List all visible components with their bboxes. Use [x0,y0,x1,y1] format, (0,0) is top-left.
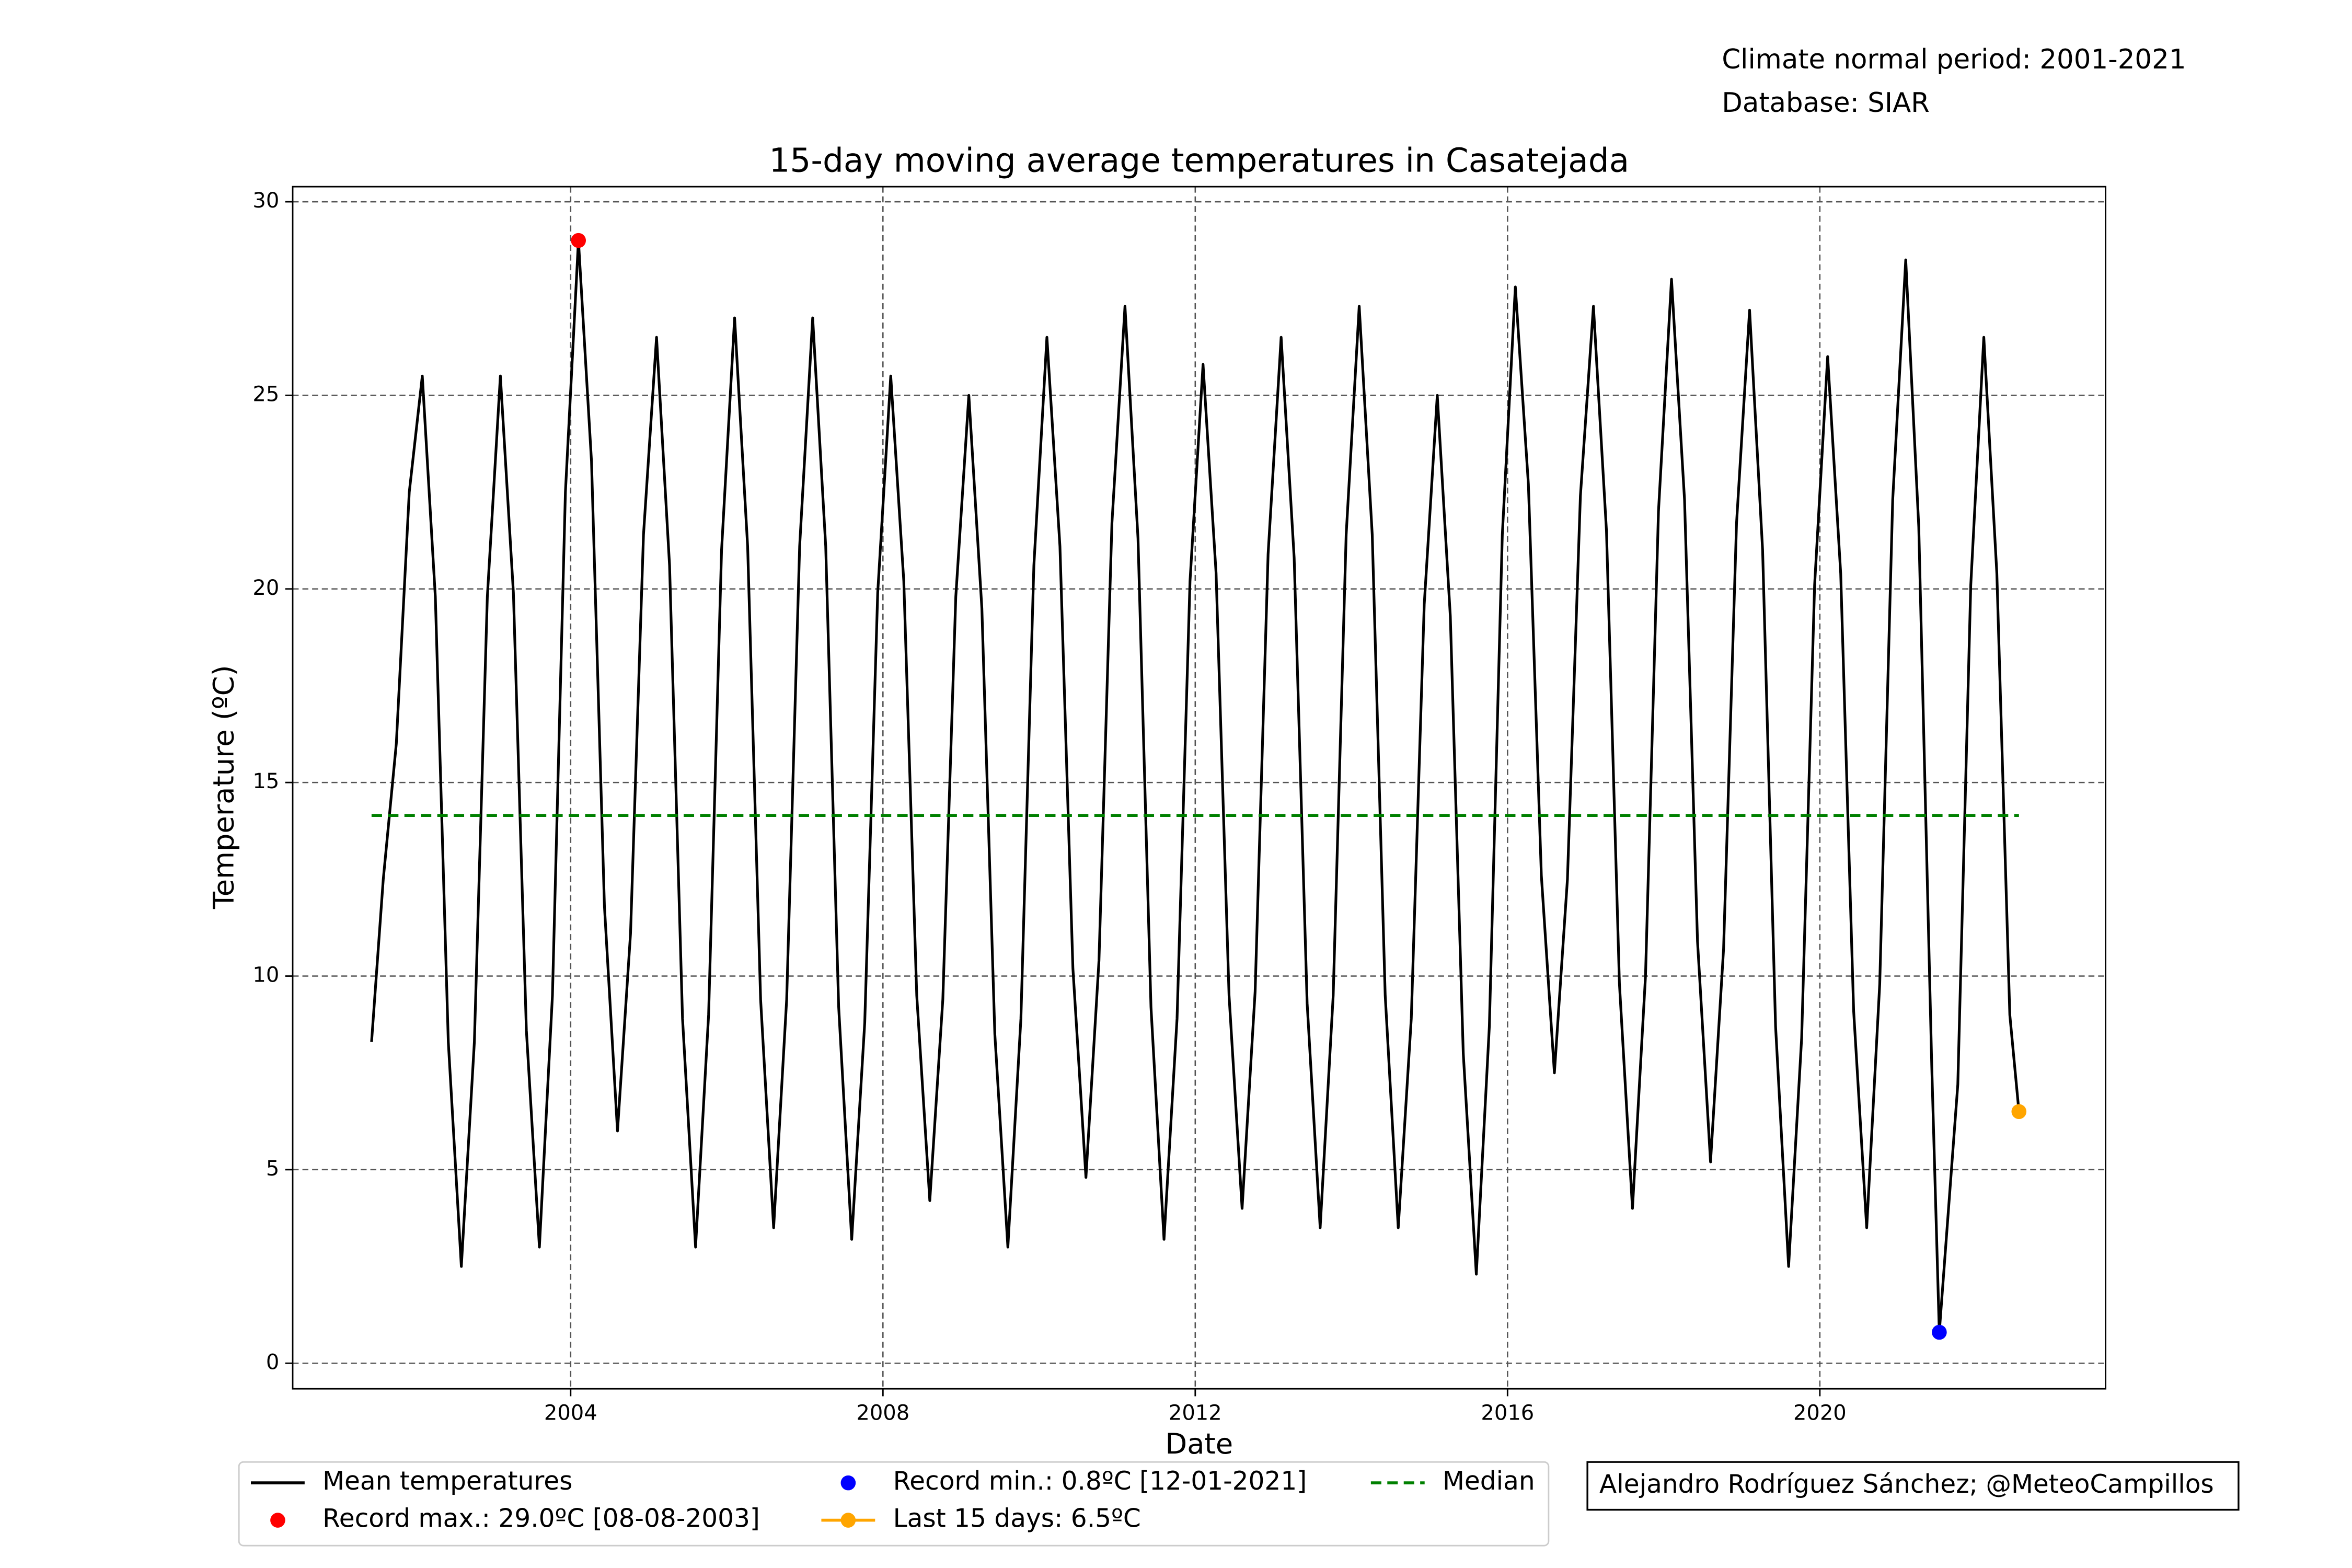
legend-label: Record min.: 0.8ºC [12-01-2021] [893,1467,1307,1496]
legend-marker [270,1513,285,1528]
plot-frame [292,186,2106,1390]
y-tick-label: 20 [252,576,279,600]
note: Climate normal period: 2001-2021 [1722,44,2186,75]
x-tick-label: 2020 [1793,1401,1847,1425]
y-axis-label: Temperature (ºC) [207,665,240,909]
credit: Alejandro Rodríguez Sánchez; @MeteoCampi… [1599,1470,2214,1499]
legend-label: Last 15 days: 6.5ºC [893,1504,1141,1534]
x-tick-label: 2016 [1481,1401,1534,1425]
y-tick-label: 15 [252,769,279,793]
data-point [1932,1324,1947,1340]
note: Database: SIAR [1722,87,1930,119]
credit-box [1586,1461,2240,1511]
legend-label: Mean temperatures [322,1467,572,1496]
x-tick-label: 2012 [1169,1401,1222,1425]
y-tick-label: 30 [252,189,279,213]
legend-marker [840,1513,856,1528]
legend-label: Median [1443,1467,1535,1496]
y-tick-label: 5 [266,1157,279,1181]
y-tick-label: 10 [252,963,279,987]
legend-box [238,1461,1550,1547]
data-line [370,239,2021,1334]
chart-title: 15-day moving average temperatures in Ca… [769,142,1629,180]
x-tick-label: 2008 [856,1401,909,1425]
x-tick-label: 2004 [544,1401,597,1425]
y-tick-label: 25 [252,382,279,406]
x-axis-label: Date [1165,1427,1233,1460]
data-point [2011,1104,2027,1120]
legend-marker [840,1475,856,1491]
data-point [571,233,586,248]
y-tick-label: 0 [266,1350,279,1374]
legend-label: Record max.: 29.0ºC [08-08-2003] [322,1504,760,1534]
